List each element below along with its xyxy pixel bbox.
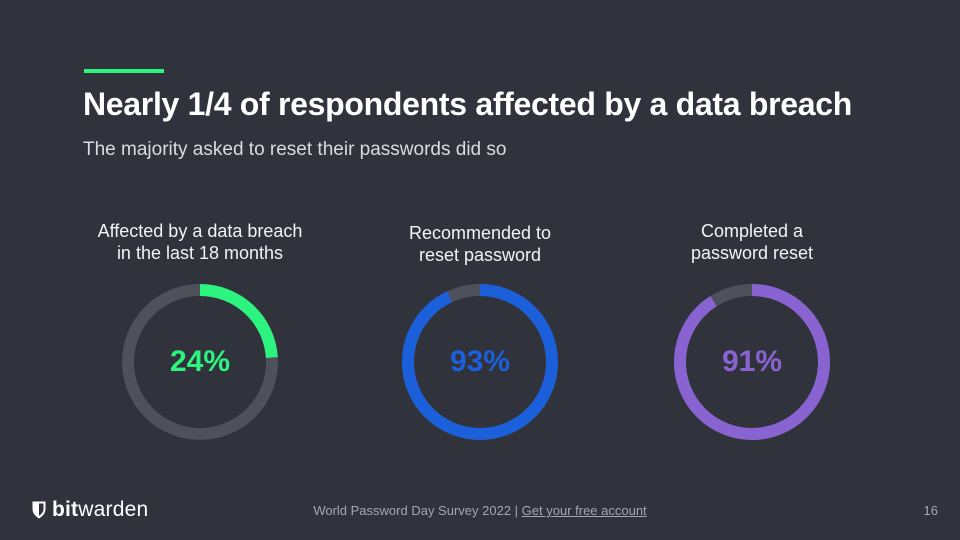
logo-wordmark: bitwarden — [52, 498, 148, 522]
logo-wordmark-bold: bit — [52, 498, 79, 521]
donut-chart-completed: Completed a password reset 91% — [622, 220, 882, 450]
slide-subtitle: The majority asked to reset their passwo… — [83, 139, 507, 160]
donut-label-line: Affected by a data breach — [97, 221, 303, 241]
donut-chart-breach: Affected by a data breach in the last 18… — [70, 220, 330, 450]
title-accent-bar — [84, 69, 164, 73]
donut-value-arc — [674, 284, 830, 440]
logo-wordmark-rest: warden — [78, 498, 149, 521]
donut-label: Affected by a data breach in the last 18… — [70, 220, 330, 264]
donut-svg: 24% — [122, 284, 278, 440]
donut-label-line: Recommended to — [408, 223, 552, 243]
footer-survey: World Password Day Survey 2022 | Get you… — [0, 503, 960, 518]
footer-survey-text: World Password Day Survey 2022 | — [313, 503, 522, 518]
donut-label: Recommended to reset password — [350, 222, 610, 266]
donut-label-line: Completed a — [700, 221, 804, 241]
donut-label-line: in the last 18 months — [116, 243, 284, 263]
donut-svg: 93% — [402, 284, 558, 440]
donut-label-line: reset password — [418, 245, 542, 265]
donut-value-text: 24% — [170, 345, 230, 378]
shield-icon — [32, 501, 46, 519]
donut-label: Completed a password reset — [622, 220, 882, 264]
donut-svg: 91% — [674, 284, 830, 440]
donut-value-text: 93% — [450, 345, 510, 378]
donut-value-text: 91% — [722, 345, 782, 378]
donut-value-arc — [122, 284, 278, 440]
donut-chart-recommended: Recommended to reset password 93% — [350, 220, 610, 450]
free-account-link[interactable]: Get your free account — [521, 503, 647, 518]
slide-title: Nearly 1/4 of respondents affected by a … — [83, 86, 852, 122]
donut-value-arc — [402, 284, 558, 440]
bitwarden-logo: bitwarden — [32, 498, 148, 522]
donut-label-line: password reset — [690, 243, 814, 263]
page-number: 16 — [923, 503, 938, 518]
